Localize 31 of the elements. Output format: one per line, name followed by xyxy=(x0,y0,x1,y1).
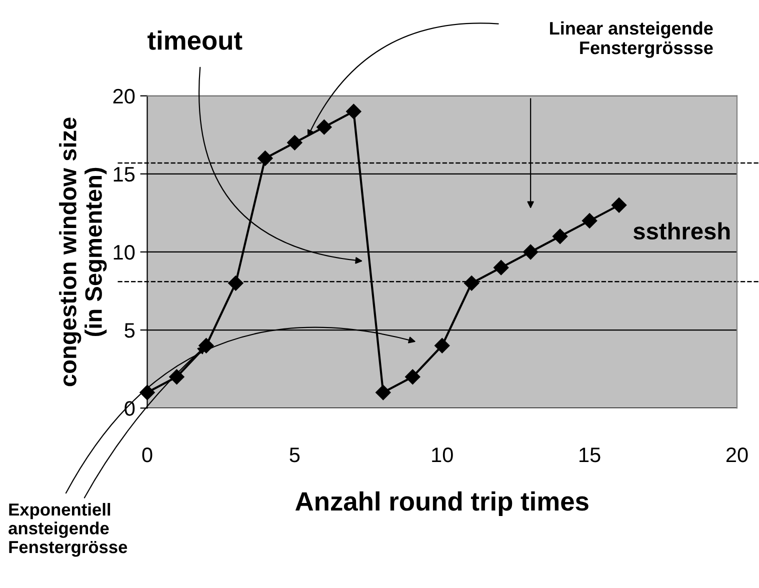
point xyxy=(523,244,538,260)
text: Linear ansteigende Fenstergrössse xyxy=(550,21,713,58)
x-tick-label: 20 xyxy=(726,448,748,462)
point xyxy=(494,260,509,276)
y-tick-label: 10 xyxy=(114,244,135,260)
point xyxy=(258,150,273,166)
x-tick-label: 0 xyxy=(142,448,152,462)
point xyxy=(434,338,450,354)
y-tick-label: 5 xyxy=(124,323,135,338)
text: timeout xyxy=(148,30,242,50)
point xyxy=(140,384,155,400)
point xyxy=(228,276,244,291)
point xyxy=(582,213,598,228)
x-tick-label: 5 xyxy=(290,448,300,462)
point xyxy=(552,228,568,244)
point xyxy=(287,135,302,150)
point xyxy=(316,119,332,135)
point xyxy=(611,198,627,213)
point xyxy=(346,104,362,120)
x-tick-label: 10 xyxy=(432,448,453,462)
annotation: ssthresh xyxy=(634,222,730,240)
annotation: Exponentiell ansteigende Fenstergrösse xyxy=(8,502,128,557)
point xyxy=(464,276,480,291)
y-tick-label: 15 xyxy=(114,167,135,182)
y-tick-label: 0 xyxy=(124,401,135,416)
y-tick-label: 20 xyxy=(113,88,135,104)
point xyxy=(376,384,391,400)
point xyxy=(405,369,420,384)
y-axis-title: congestion window size (in Segmenten) xyxy=(59,118,107,386)
x-axis-title: Anzahl round trip times xyxy=(295,491,588,516)
x-tick-label: 15 xyxy=(580,448,600,462)
